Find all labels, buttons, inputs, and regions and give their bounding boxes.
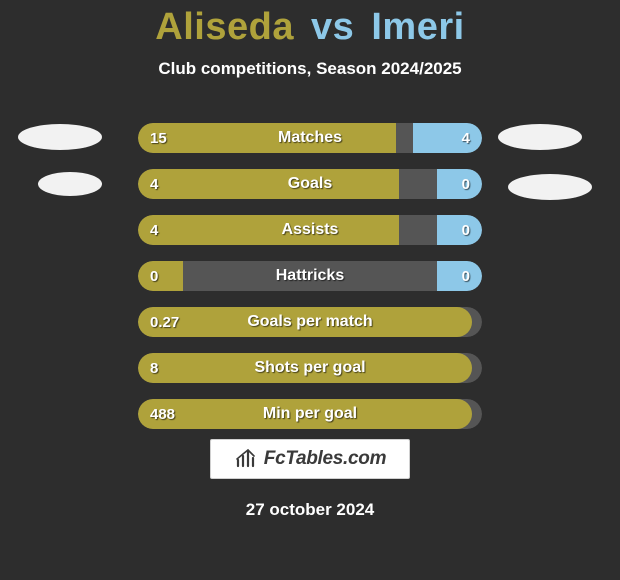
stat-left-fill xyxy=(138,399,472,429)
decorative-ellipse xyxy=(498,124,582,150)
date-label: 27 october 2024 xyxy=(0,500,620,520)
stat-left-fill xyxy=(138,169,399,199)
stats-chart: 154Matches40Goals40Assists00Hattricks0.2… xyxy=(138,123,482,445)
stat-track xyxy=(138,261,482,291)
comparison-title: Aliseda vs Imeri xyxy=(0,0,620,49)
stat-right-value: 0 xyxy=(450,169,482,199)
subtitle: Club competitions, Season 2024/2025 xyxy=(0,59,620,79)
fctables-chart-icon xyxy=(234,448,260,470)
stat-left-value: 4 xyxy=(138,215,170,245)
stat-row: 488Min per goal xyxy=(138,399,482,429)
stat-row: 40Assists xyxy=(138,215,482,245)
stat-row: 0.27Goals per match xyxy=(138,307,482,337)
stat-left-fill xyxy=(138,353,472,383)
stat-left-value: 488 xyxy=(138,399,187,429)
stat-row: 00Hattricks xyxy=(138,261,482,291)
stat-left-value: 0.27 xyxy=(138,307,191,337)
decorative-ellipse xyxy=(508,174,592,200)
stat-row: 40Goals xyxy=(138,169,482,199)
stat-left-value: 15 xyxy=(138,123,179,153)
stat-row: 154Matches xyxy=(138,123,482,153)
vs-label: vs xyxy=(311,6,354,48)
stat-right-value: 0 xyxy=(450,215,482,245)
decorative-ellipse xyxy=(18,124,102,150)
stat-left-value: 0 xyxy=(138,261,170,291)
stat-left-fill xyxy=(138,215,399,245)
decorative-ellipse xyxy=(38,172,102,196)
player2-name: Imeri xyxy=(371,6,464,48)
fctables-text: FcTables.com xyxy=(264,448,386,470)
stat-row: 8Shots per goal xyxy=(138,353,482,383)
stat-left-value: 4 xyxy=(138,169,170,199)
stat-left-value: 8 xyxy=(138,353,170,383)
stat-right-value: 0 xyxy=(450,261,482,291)
source-logo: FcTables.com xyxy=(210,439,410,479)
stat-right-value: 4 xyxy=(450,123,482,153)
player1-name: Aliseda xyxy=(155,6,294,48)
